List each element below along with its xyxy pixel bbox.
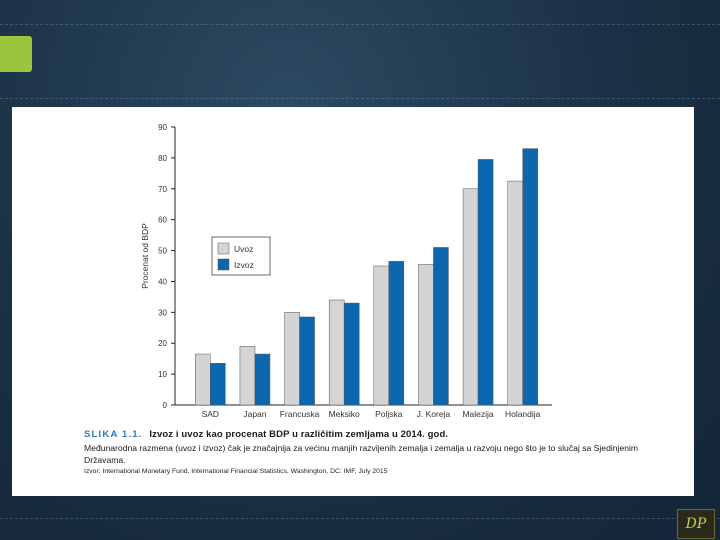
y-tick-label: 60	[158, 216, 167, 225]
x-tick-label: Holandija	[505, 409, 541, 419]
y-axis-label: Procenat od BDP	[140, 223, 150, 289]
figure-caption: SLIKA 1.1. Izvoz i uvoz kao procenat BDP…	[84, 429, 644, 475]
bar-izvoz	[210, 363, 226, 406]
caption-text: Međunarodna razmena (uvoz i izvoz) čak j…	[84, 443, 639, 465]
y-tick-label: 0	[163, 401, 168, 410]
bar-uvoz	[328, 299, 345, 406]
bar-uvoz	[418, 264, 434, 406]
bar-izvoz	[343, 302, 360, 406]
bar-izvoz	[299, 316, 315, 406]
y-tick-label: 30	[158, 308, 167, 317]
x-tick-label: Meksiko	[329, 409, 360, 419]
dp-logo: DP	[677, 509, 715, 539]
slide-content: 0 10 20 30 40 50 60 70 80 90 Procenat od BDP SAD Jap…	[12, 107, 694, 496]
x-tick-label: Poljska	[375, 409, 403, 419]
y-tick-label: 10	[158, 370, 167, 379]
legend-swatch	[217, 258, 230, 271]
x-tick-label: J. Koreja	[417, 409, 451, 419]
legend-label: Izvoz	[234, 260, 254, 270]
accent-tab	[0, 36, 32, 72]
y-tick-label: 40	[158, 277, 167, 286]
bar-izvoz	[388, 261, 405, 406]
bar-izvoz	[477, 159, 494, 406]
y-tick-label: 50	[158, 247, 167, 256]
y-tick-label: 20	[158, 339, 167, 348]
bar-chart: 0 10 20 30 40 50 60 70 80 90 Procenat od BDP SAD Jap…	[140, 123, 552, 419]
x-tick-label: Malezija	[462, 409, 493, 419]
bar-uvoz	[462, 188, 479, 406]
x-tick-label: SAD	[202, 409, 219, 419]
bar-izvoz	[433, 247, 449, 406]
y-tick-label: 70	[158, 185, 167, 194]
bar-uvoz	[284, 312, 300, 406]
y-tick-label: 80	[158, 154, 167, 163]
bar-uvoz	[373, 265, 390, 406]
bar-uvoz	[195, 353, 211, 406]
x-tick-label: Japan	[243, 409, 266, 419]
bar-uvoz	[507, 180, 523, 406]
caption-title-line: SLIKA 1.1. Izvoz i uvoz kao procenat BDP…	[84, 429, 644, 440]
y-tick-label: 90	[158, 123, 167, 132]
caption-label: SLIKA 1.1.	[84, 429, 143, 440]
legend-swatch	[217, 242, 230, 255]
x-tick-label: Francuska	[280, 409, 320, 419]
bar-uvoz	[239, 346, 256, 406]
legend-label: Uvoz	[234, 244, 253, 254]
caption-source: Izvor: International Monetary Fund, Inte…	[84, 468, 388, 475]
bar-izvoz	[254, 353, 271, 406]
bar-izvoz	[522, 148, 538, 406]
caption-title: Izvoz i uvoz kao procenat BDP u različit…	[149, 429, 449, 440]
